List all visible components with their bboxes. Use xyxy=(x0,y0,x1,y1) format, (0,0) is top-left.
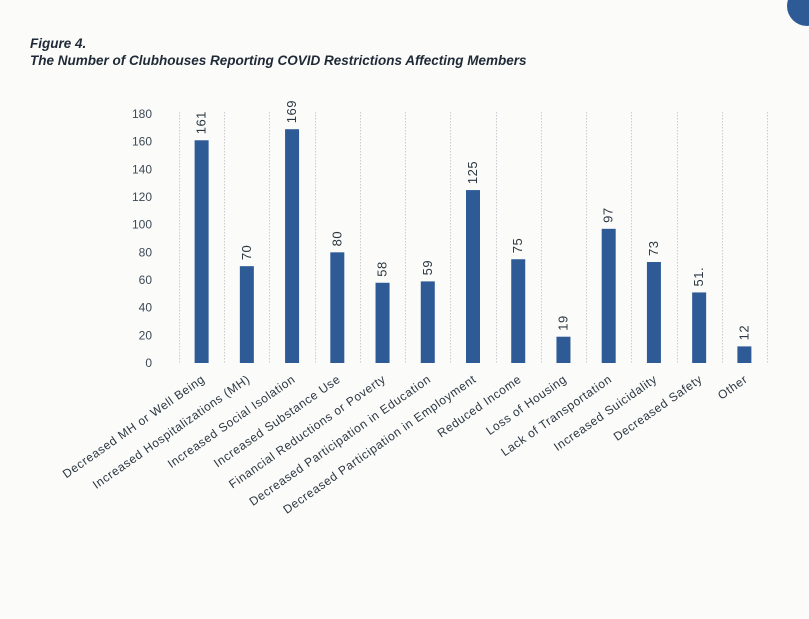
data-label: 75 xyxy=(510,238,525,253)
data-label: 73 xyxy=(646,241,661,256)
bar xyxy=(737,346,752,363)
column-separators xyxy=(179,112,768,364)
y-tick-label: 80 xyxy=(139,245,153,259)
y-tick-label: 40 xyxy=(139,301,153,315)
category-label: Reduced Income xyxy=(435,372,524,440)
bar xyxy=(556,336,571,363)
y-axis: 0 20 40 60 80 100 120 140 160 180 xyxy=(132,107,152,370)
data-label: 58 xyxy=(375,261,390,276)
y-tick-label: 20 xyxy=(139,328,153,342)
y-tick-label: 100 xyxy=(132,218,152,232)
bar xyxy=(330,252,345,363)
data-label: 169 xyxy=(284,100,299,123)
bar xyxy=(375,282,390,363)
bar xyxy=(466,190,480,363)
y-tick-label: 180 xyxy=(132,107,152,121)
category-label: Other xyxy=(715,372,750,402)
data-labels: 161 70 169 80 58 59 125 75 19 97 73 51. 12 xyxy=(194,100,752,340)
figure-title: The Number of Clubhouses Reporting COVID… xyxy=(30,53,527,68)
data-label: 80 xyxy=(329,231,344,246)
y-tick-label: 60 xyxy=(139,273,153,287)
y-tick-label: 0 xyxy=(145,356,152,370)
data-label: 70 xyxy=(239,245,254,260)
data-label: 161 xyxy=(194,111,209,134)
data-label: 12 xyxy=(736,325,751,340)
y-tick-label: 140 xyxy=(132,162,152,176)
figure-label: Figure 4. xyxy=(30,36,87,51)
data-label: 125 xyxy=(465,161,480,184)
bar xyxy=(194,140,209,363)
y-tick-label: 120 xyxy=(132,190,152,204)
bars xyxy=(194,129,752,363)
data-label: 59 xyxy=(420,260,435,275)
bar xyxy=(692,292,707,363)
bar xyxy=(601,228,616,363)
bar xyxy=(646,262,661,363)
bar xyxy=(420,281,435,363)
figure-header: Figure 4. The Number of Clubhouses Repor… xyxy=(30,35,527,69)
bar xyxy=(285,129,300,363)
bar xyxy=(511,259,526,363)
data-label: 19 xyxy=(555,315,570,330)
data-label: 97 xyxy=(601,207,616,222)
y-tick-label: 160 xyxy=(132,135,152,149)
bar xyxy=(239,266,254,363)
corner-accent-shape xyxy=(787,0,809,26)
data-label: 51. xyxy=(691,267,706,287)
